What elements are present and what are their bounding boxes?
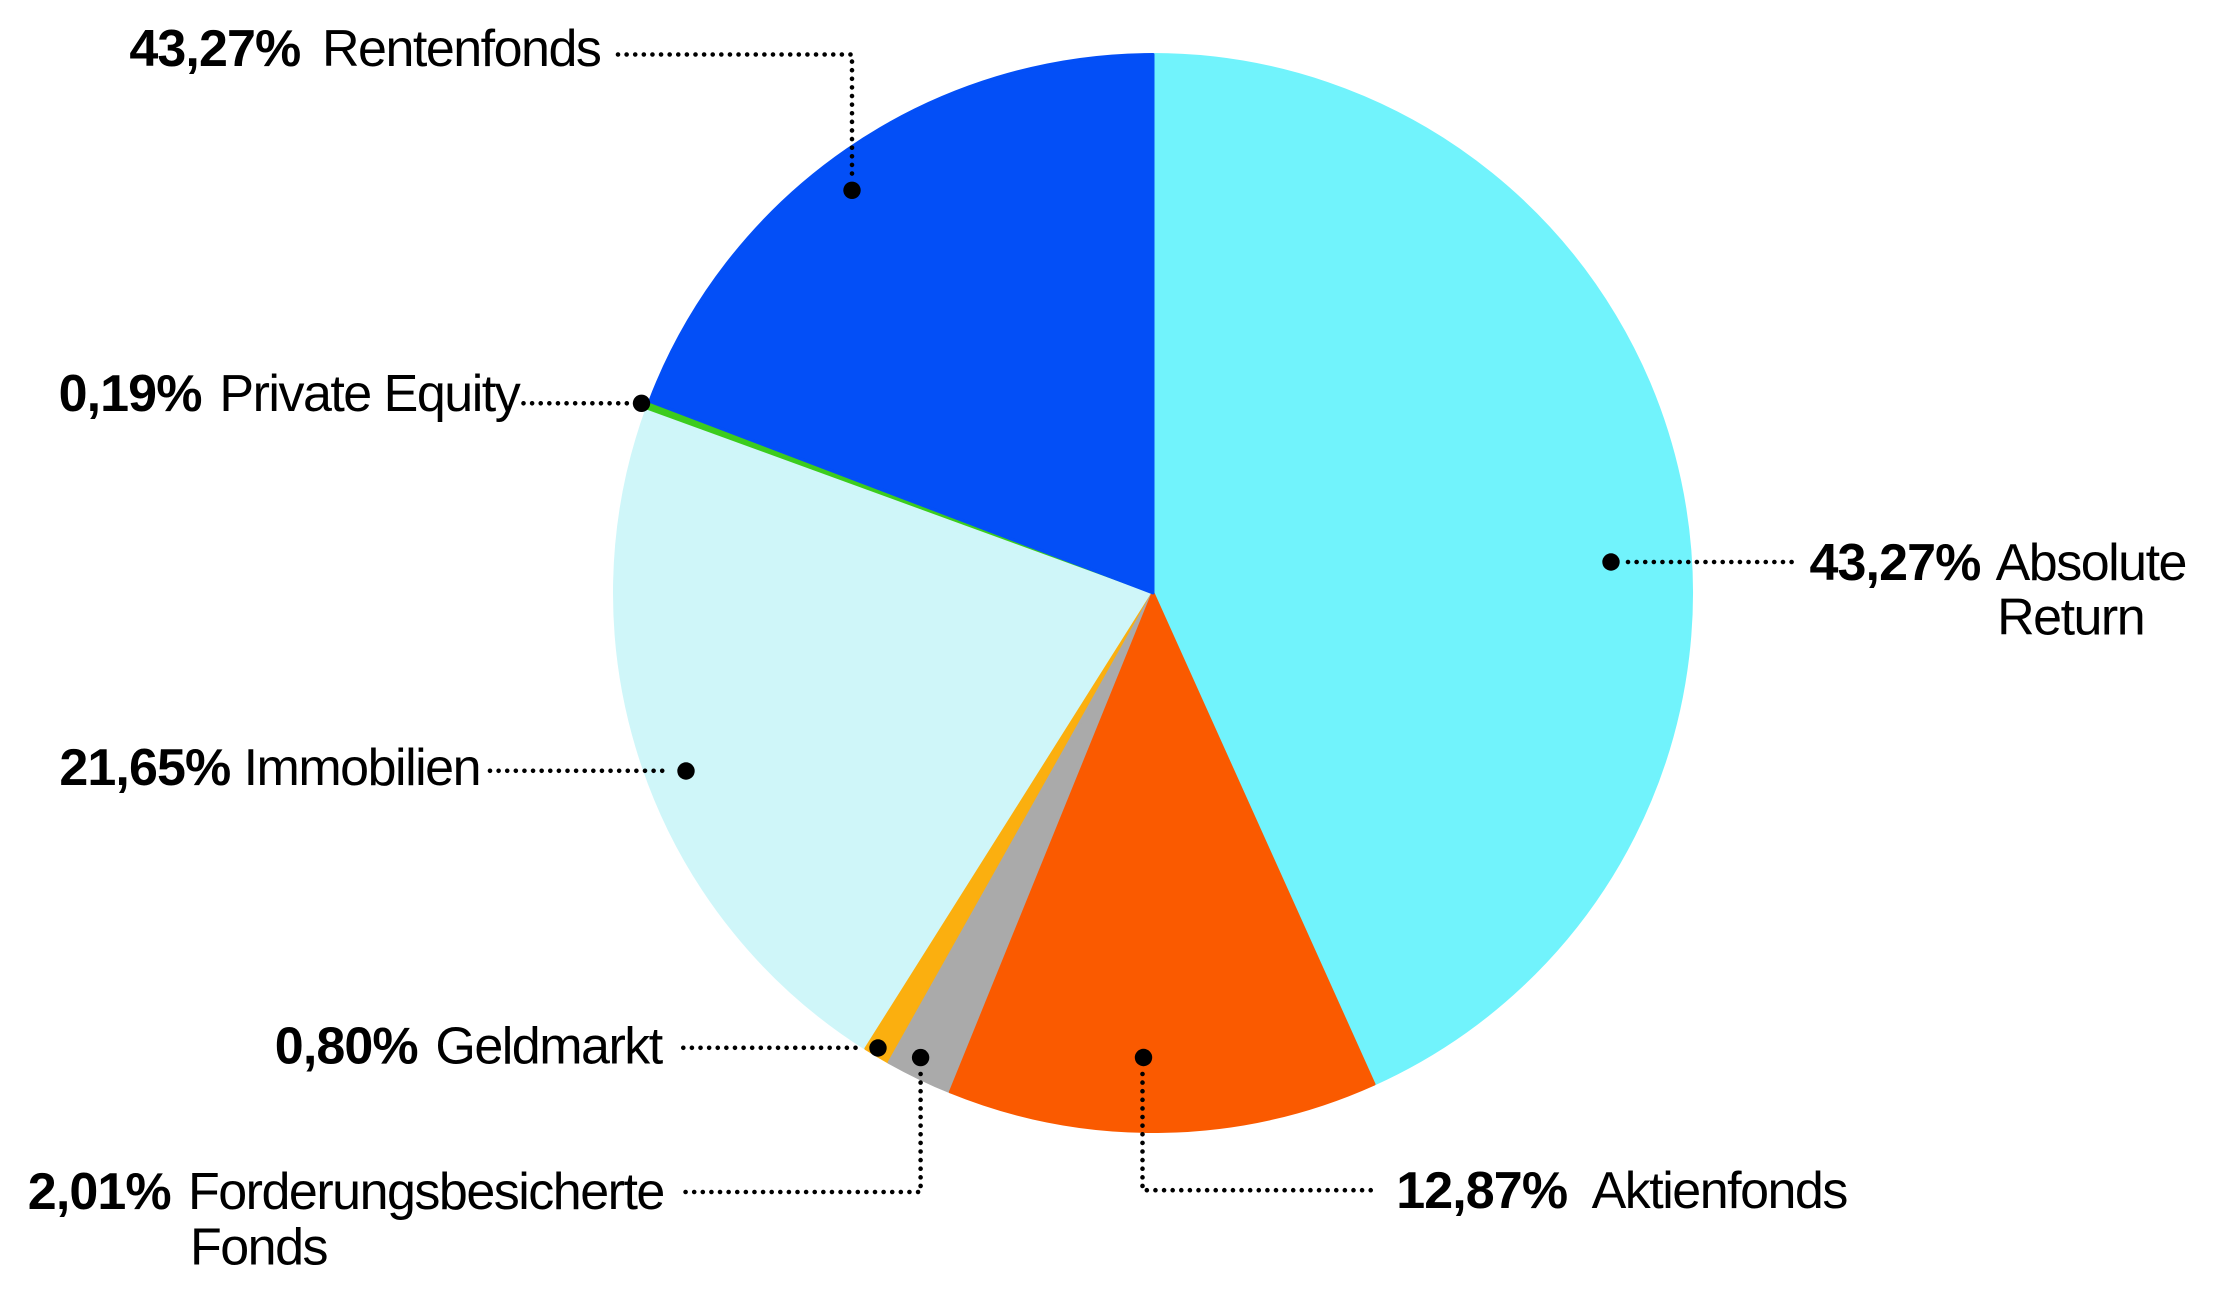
svg-text:12,87%: 12,87% xyxy=(1396,1162,1567,1220)
svg-text:Forderungsbesicherte: Forderungsbesicherte xyxy=(188,1163,664,1221)
svg-text:43,27%: 43,27% xyxy=(129,20,300,78)
svg-text:0,80%: 0,80% xyxy=(275,1018,418,1076)
svg-text:Return: Return xyxy=(1997,589,2144,647)
svg-text:Fonds: Fonds xyxy=(190,1219,328,1277)
svg-text:Rentenfonds: Rentenfonds xyxy=(322,20,601,78)
svg-text:Absolute: Absolute xyxy=(1996,534,2186,592)
svg-text:Geldmarkt: Geldmarkt xyxy=(435,1018,663,1076)
svg-text:Private Equity: Private Equity xyxy=(219,365,520,423)
svg-text:0,19%: 0,19% xyxy=(59,365,202,423)
svg-text:2,01%: 2,01% xyxy=(28,1163,171,1221)
svg-text:Immobilien: Immobilien xyxy=(244,739,480,797)
svg-text:43,27%: 43,27% xyxy=(1810,534,1981,592)
svg-text:Aktienfonds: Aktienfonds xyxy=(1592,1162,1848,1220)
svg-text:21,65%: 21,65% xyxy=(59,739,230,797)
